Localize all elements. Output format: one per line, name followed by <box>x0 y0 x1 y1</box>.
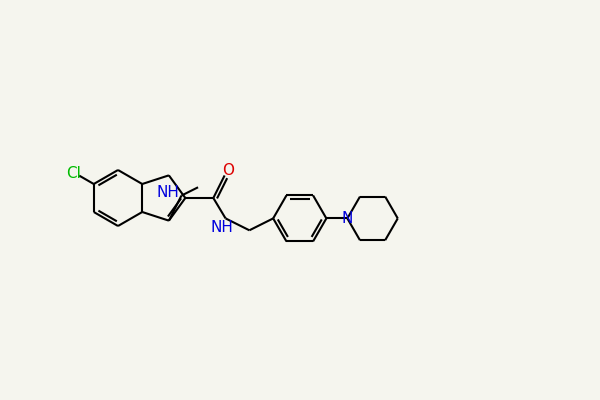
Text: O: O <box>223 163 235 178</box>
Text: NH: NH <box>157 185 179 200</box>
Text: NH: NH <box>210 220 233 235</box>
Text: N: N <box>341 211 353 226</box>
Text: Cl: Cl <box>66 166 80 181</box>
